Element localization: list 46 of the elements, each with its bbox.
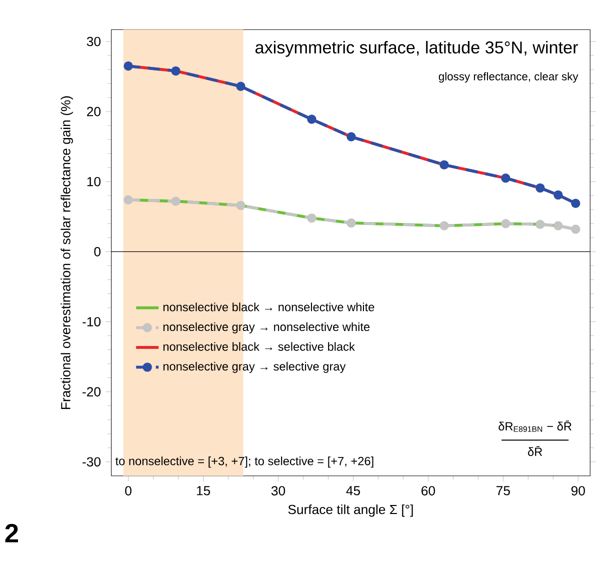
x-tick-label: 30	[271, 486, 286, 496]
point	[124, 195, 133, 205]
point	[171, 66, 180, 76]
text: axisymmetric surface, latitude 35°N, winter	[255, 41, 578, 58]
annotation: δR$_{E891BN}$ − δR̄	[498, 420, 572, 432]
text: glossy reflectance, clear sky	[438, 72, 578, 83]
y-tick-label: 30	[86, 37, 101, 46]
legend-label: nonselective gray → nonselective white	[163, 322, 370, 334]
point	[536, 220, 545, 230]
y-tick-label: -30	[82, 457, 101, 467]
point	[307, 114, 316, 124]
x-tick-label: 45	[346, 486, 360, 496]
x-tick-label: 60	[422, 486, 435, 496]
point	[571, 224, 580, 234]
point	[236, 201, 246, 210]
point	[124, 62, 133, 71]
legend-label: nonselective black → selective black	[163, 342, 355, 352]
y-tick-label: 20	[87, 107, 101, 116]
x-tick-label: 0	[125, 486, 132, 496]
point	[346, 218, 356, 228]
y-tick-label: 0	[94, 247, 101, 257]
x-tick-label: 75	[496, 486, 510, 496]
point	[501, 219, 510, 228]
annotation: δR̄	[528, 446, 542, 456]
y-tick-label: 10	[87, 177, 101, 186]
point	[346, 132, 356, 142]
point	[554, 190, 563, 200]
x-tick-label: 90	[571, 486, 585, 496]
point	[571, 198, 580, 208]
y-axis-title: Fractional overestimation of solar reflectance gain (%)	[60, 96, 73, 410]
annotation: to nonselective = [+3, +7]; to selective = [+7, +26]	[115, 456, 374, 468]
point	[307, 214, 316, 223]
legend-label: nonselective black → nonselective white	[163, 302, 374, 312]
point	[236, 82, 246, 92]
y-tick-label: -10	[82, 317, 101, 327]
legend-label: nonselective gray → selective gray	[163, 362, 346, 374]
point	[554, 221, 563, 231]
point	[501, 174, 510, 183]
y-tick-label: -20	[82, 387, 101, 397]
point	[171, 196, 180, 206]
x-axis-title: Surface tilt angle Σ [°]	[288, 504, 413, 517]
point	[440, 160, 449, 170]
text: 2	[5, 524, 18, 543]
point	[440, 221, 449, 231]
point	[536, 184, 545, 193]
x-tick-label: 15	[196, 486, 210, 496]
